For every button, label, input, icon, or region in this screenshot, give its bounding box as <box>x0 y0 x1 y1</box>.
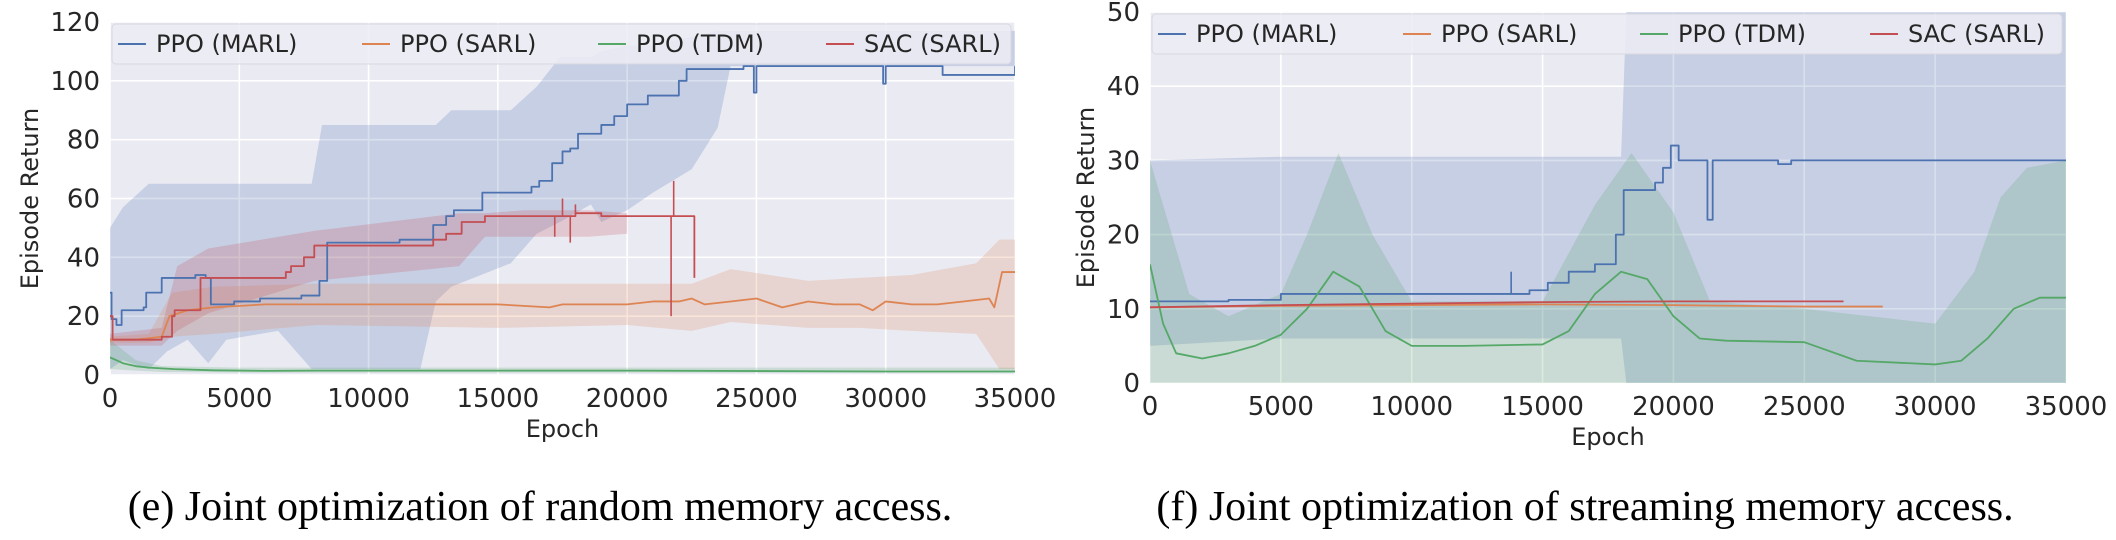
chart-panel-e: 0 5000 10000 15000 20000 25000 30000 35000 0 20 40… <box>16 8 1056 443</box>
legend-label: PPO (SARL) <box>1441 20 1577 48</box>
y-tick-label: 120 <box>50 8 100 38</box>
legend: PPO (MARL) PPO (SARL) PPO (TDM) SAC (SARL) <box>1151 13 2063 55</box>
line-ppo_tdm <box>1150 264 2066 366</box>
line-sac_sarl <box>1150 300 1844 309</box>
x-tick-label: 0 <box>102 384 119 414</box>
legend-label: PPO (TDM) <box>636 30 764 58</box>
x-tick-label: 15000 <box>456 384 539 414</box>
y-tick-label: 50 <box>1107 0 1140 28</box>
line-ppo_marl <box>1150 144 2066 303</box>
line-ppo_sarl <box>110 271 1015 341</box>
band-ppo_marl <box>1150 12 2066 383</box>
y-tick-label: 0 <box>83 361 100 391</box>
legend-box <box>111 23 1012 65</box>
y-tick-label: 30 <box>1107 146 1140 176</box>
x-tick-label: 30000 <box>1894 392 1977 422</box>
y-tick-label: 80 <box>67 126 100 156</box>
legend-label: SAC (SARL) <box>1908 20 2045 48</box>
y-axis-label: Episode Return <box>1072 107 1100 289</box>
legend-label: PPO (TDM) <box>1678 20 1806 48</box>
caption-e: (e) Joint optimization of random memory … <box>128 484 953 530</box>
x-tick-label: 20000 <box>1632 392 1715 422</box>
y-tick-label: 100 <box>50 67 100 97</box>
y-tick-label: 20 <box>1107 221 1140 251</box>
x-tick-label: 30000 <box>844 384 927 414</box>
y-tick-label: 10 <box>1107 295 1140 325</box>
legend-label: PPO (SARL) <box>400 30 536 58</box>
y-tick-label: 60 <box>67 185 100 215</box>
x-axis-label: Epoch <box>526 415 600 443</box>
x-axis-label: Epoch <box>1571 423 1645 451</box>
band-ppo_tdm <box>1150 152 2066 383</box>
line-ppo_marl <box>110 65 1015 326</box>
x-tick-label: 35000 <box>974 384 1057 414</box>
series-layer <box>1150 12 2066 383</box>
band-sac_sarl <box>110 210 628 346</box>
caption-f: (f) Joint optimization of streaming memo… <box>1156 484 2013 530</box>
x-tick-label: 25000 <box>715 384 798 414</box>
y-axis-label: Episode Return <box>16 108 44 290</box>
plot-area <box>1150 12 2066 383</box>
x-tick-label: 10000 <box>327 384 410 414</box>
y-tick-label: 40 <box>1107 72 1140 102</box>
x-tick-label: 20000 <box>586 384 669 414</box>
x-tick-label: 35000 <box>2025 392 2108 422</box>
legend: PPO (MARL) PPO (SARL) PPO (TDM) SAC (SARL) <box>111 23 1012 65</box>
line-sac_sarl <box>110 212 696 341</box>
y-tick-label: 0 <box>1123 369 1140 399</box>
legend-label: PPO (MARL) <box>1196 20 1337 48</box>
chart-panel-f: 0 5000 10000 15000 20000 25000 30000 35000 0 10 20… <box>1072 0 2107 451</box>
x-tick-label: 5000 <box>1248 392 1314 422</box>
legend-label: PPO (MARL) <box>156 30 297 58</box>
y-tick-label: 20 <box>67 302 100 332</box>
x-tick-label: 25000 <box>1763 392 1846 422</box>
line-ppo_tdm <box>110 356 1015 373</box>
x-tick-label: 10000 <box>1370 392 1453 422</box>
legend-label: SAC (SARL) <box>864 30 1001 58</box>
legend-box <box>1151 13 2063 55</box>
x-tick-label: 0 <box>1142 392 1159 422</box>
x-tick-label: 5000 <box>206 384 272 414</box>
y-tick-label: 40 <box>67 243 100 273</box>
x-tick-label: 15000 <box>1501 392 1584 422</box>
series-layer <box>110 30 1015 373</box>
